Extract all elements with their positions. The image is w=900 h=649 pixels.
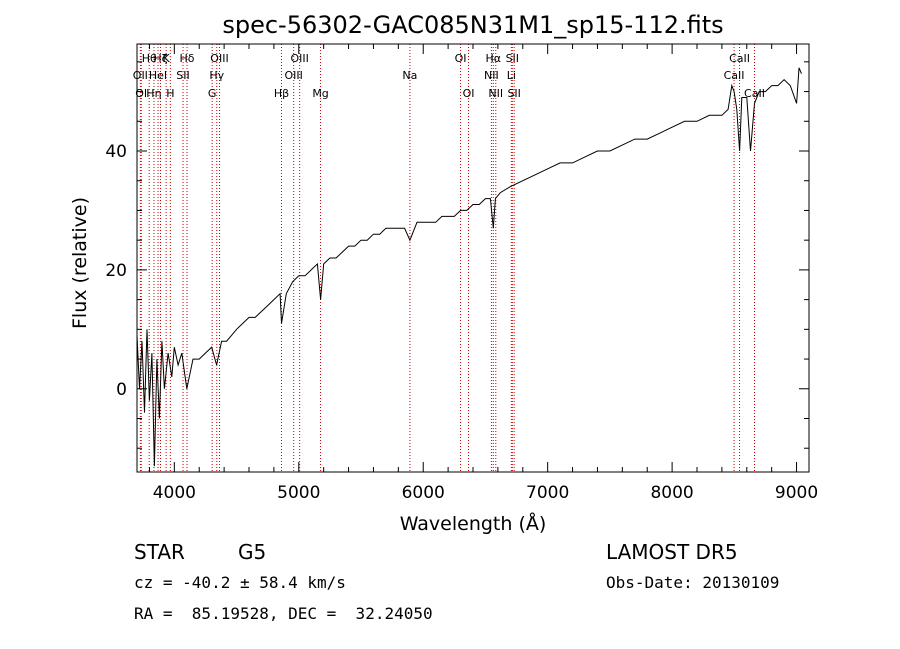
y-axis-label: Flux (relative) [69, 197, 91, 329]
line-marker-label: G [208, 87, 217, 100]
survey-name: LAMOST DR5 [606, 540, 738, 564]
spectrum-chart: spec-56302-GAC085N31M1_sp15-112.fits OII… [69, 11, 818, 535]
line-marker-label: Hα [486, 52, 502, 65]
x-tick-label: 8000 [650, 483, 693, 503]
line-marker-label: NII [488, 87, 503, 100]
object-class: STAR [134, 540, 185, 564]
line-marker-label: OIII [290, 52, 308, 65]
line-marker-label: Hδ [180, 52, 195, 65]
y-axis: 0 20 40 [105, 61, 809, 449]
marker-labels: OIIOIHθHηHeIHζKHSIIHδGHγOIIIHβOIIIOIIIMg… [133, 52, 765, 100]
y-tick-label: 20 [105, 261, 127, 281]
plot-frame [136, 43, 810, 473]
line-marker-label: Hβ [274, 87, 289, 100]
line-marker-label: H [166, 87, 174, 100]
line-marker-label: Na [402, 69, 417, 82]
line-markers [139, 44, 755, 472]
x-tick-label: 6000 [402, 483, 445, 503]
spectrum-line [136, 67, 802, 467]
line-marker-label: Hγ [209, 69, 224, 82]
line-marker-label: SII [507, 87, 520, 100]
line-marker-label: Hθ [142, 52, 157, 65]
x-axis-label: Wavelength (Å) [400, 512, 547, 535]
x-tick-label: 7000 [526, 483, 569, 503]
line-marker-label: OIII [210, 52, 228, 65]
line-marker-label: OI [135, 87, 147, 100]
y-tick-label: 0 [116, 380, 127, 400]
line-marker-label: OII [133, 69, 148, 82]
line-marker-label: Li [507, 69, 516, 82]
x-tick-label: 4000 [153, 483, 196, 503]
line-marker-label: SII [176, 69, 189, 82]
line-marker-label: HeI [149, 69, 167, 82]
chart-title: spec-56302-GAC085N31M1_sp15-112.fits [222, 11, 723, 39]
obs-date: Obs-Date: 20130109 [606, 573, 780, 592]
line-marker-label: OIII [284, 69, 302, 82]
redshift-info: cz = -40.2 ± 58.4 km/s [134, 573, 346, 592]
line-marker-label: OI [455, 52, 467, 65]
line-marker-label: Mg [312, 87, 328, 100]
line-marker-label: Hη [146, 87, 161, 100]
x-tick-label: 5000 [277, 483, 320, 503]
line-marker-label: CaII [729, 52, 750, 65]
y-tick-label: 40 [105, 142, 127, 162]
line-marker-label: K [163, 52, 171, 65]
x-tick-label: 9000 [775, 483, 818, 503]
line-marker-label: CaII [724, 69, 745, 82]
x-axis: 4000 5000 6000 7000 8000 9000 [148, 44, 818, 503]
line-marker-label: Hζ [153, 52, 167, 65]
coordinates: RA = 85.19528, DEC = 32.24050 [134, 604, 433, 623]
line-marker-label: NII [484, 69, 499, 82]
line-marker-label: SII [506, 52, 519, 65]
subclass: G5 [238, 540, 267, 564]
line-marker-label: OI [463, 87, 475, 100]
line-marker-label: CaII [744, 87, 765, 100]
